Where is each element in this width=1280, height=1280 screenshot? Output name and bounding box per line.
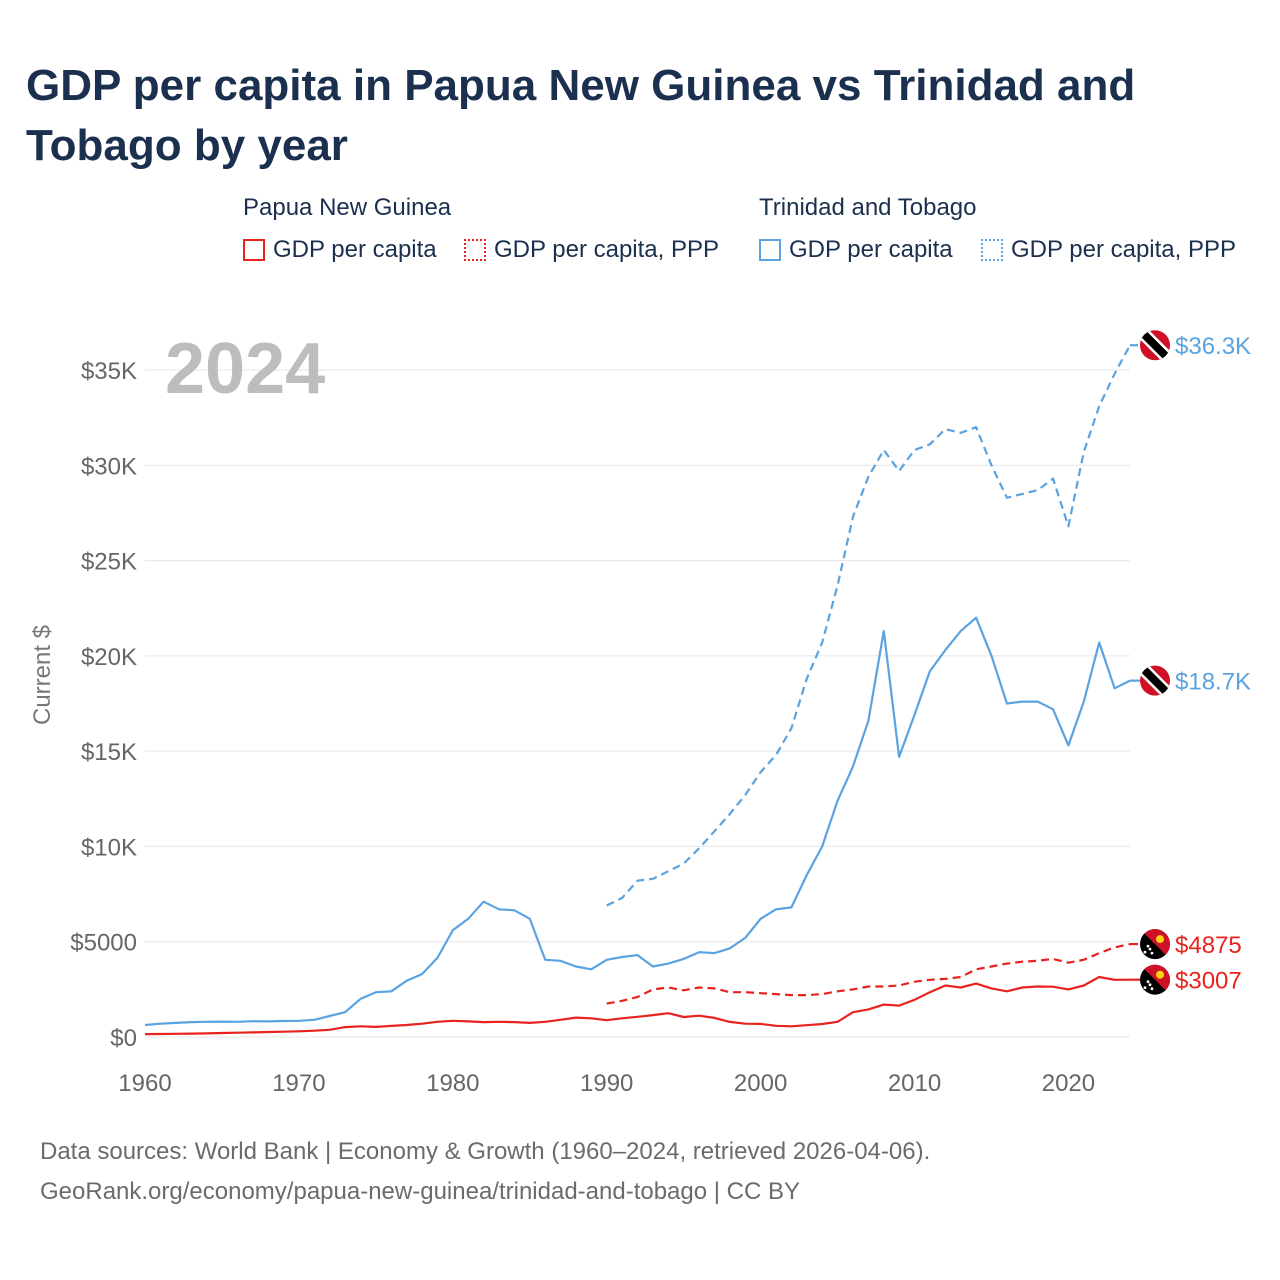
x-tick-label: 1990 <box>580 1070 633 1097</box>
footer-sources: Data sources: World Bank | Economy & Gro… <box>40 1138 931 1165</box>
legend-label: GDP per capita <box>273 236 437 263</box>
x-tick-label: 1980 <box>426 1070 479 1097</box>
chart-title: GDP per capita in Papua New Guinea vs Tr… <box>26 61 1136 170</box>
y-tick-label: $5000 <box>70 930 137 957</box>
papua-new-guinea-flag-icon <box>1140 964 1170 995</box>
series-line[interactable] <box>144 616 1131 1027</box>
series-end-label: $4875 <box>1175 932 1242 959</box>
y-tick-label: $15K <box>81 739 137 766</box>
papua-new-guinea-flag-icon <box>1140 929 1170 960</box>
y-tick-label: $10K <box>81 834 137 861</box>
x-tick-label: 2000 <box>734 1070 787 1097</box>
legend-swatch-solid <box>243 239 265 261</box>
series-line[interactable] <box>606 344 1131 907</box>
legend-label: GDP per capita, PPP <box>1011 236 1236 263</box>
legend-item-png-ppp[interactable]: GDP per capita, PPP <box>464 234 719 266</box>
series-end-label: $18.7K <box>1175 669 1251 696</box>
y-tick-label: $0 <box>110 1025 137 1052</box>
x-tick-label: 1970 <box>272 1070 325 1097</box>
series-line[interactable] <box>144 975 1131 1036</box>
legend-swatch-dotted <box>464 239 486 261</box>
legend-item-tt-ppp[interactable]: GDP per capita, PPP <box>981 234 1236 266</box>
series-end-label: $3007 <box>1175 968 1242 995</box>
x-tick-label: 1960 <box>118 1070 171 1097</box>
legend-swatch-solid <box>759 239 781 261</box>
y-tick-label: $25K <box>81 549 137 576</box>
legend-item-tt-gdp[interactable]: GDP per capita <box>759 234 953 266</box>
series-end-label: $36.3K <box>1175 333 1251 360</box>
footer-link[interactable]: GeoRank.org/economy/papua-new-guinea/tri… <box>40 1178 801 1205</box>
y-axis-title: Current $ <box>29 625 56 725</box>
legend-group-tt: Trinidad and Tobago <box>759 194 977 221</box>
trinidad-and-tobago-flag-icon <box>1140 665 1170 696</box>
x-tick-label: 2020 <box>1042 1070 1095 1097</box>
y-tick-label: $35K <box>81 358 137 385</box>
year-label: 2024 <box>165 329 325 409</box>
x-tick-label: 2010 <box>888 1070 941 1097</box>
legend-swatch-dotted <box>981 239 1003 261</box>
series-line[interactable] <box>606 943 1131 1005</box>
legend-label: GDP per capita <box>789 236 953 263</box>
legend-group-png: Papua New Guinea <box>243 194 452 221</box>
trinidad-and-tobago-flag-icon <box>1140 330 1170 361</box>
legend-item-png-gdp[interactable]: GDP per capita <box>243 234 437 266</box>
y-tick-label: $30K <box>81 453 137 480</box>
legend-label: GDP per capita, PPP <box>494 236 719 263</box>
y-tick-label: $20K <box>81 644 137 671</box>
